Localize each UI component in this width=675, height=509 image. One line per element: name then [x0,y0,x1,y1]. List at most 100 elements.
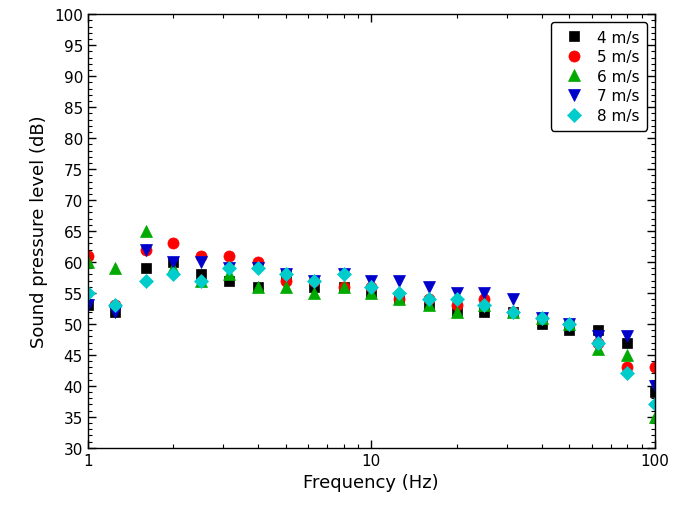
7 m/s [566,321,574,327]
6 m/s [310,290,319,296]
4 m/s [425,303,433,309]
6 m/s [566,321,574,327]
6 m/s [142,229,150,235]
4 m/s [254,284,263,290]
6 m/s [480,303,488,309]
6 m/s [254,284,263,290]
7 m/s [142,247,150,253]
7 m/s [425,284,433,290]
6 m/s [169,266,177,272]
8 m/s [425,297,433,303]
5 m/s [566,321,574,327]
6 m/s [538,315,546,321]
6 m/s [395,297,403,303]
6 m/s [340,284,348,290]
5 m/s [282,278,290,284]
4 m/s [340,284,348,290]
Line: 5 m/s: 5 m/s [82,238,660,373]
8 m/s [196,278,205,284]
4 m/s [225,278,233,284]
Legend: 4 m/s, 5 m/s, 6 m/s, 7 m/s, 8 m/s: 4 m/s, 5 m/s, 6 m/s, 7 m/s, 8 m/s [551,23,647,131]
6 m/s [452,309,460,315]
6 m/s [623,352,631,358]
5 m/s [594,340,602,346]
5 m/s [169,241,177,247]
4 m/s [452,309,460,315]
7 m/s [254,266,263,272]
6 m/s [651,414,659,420]
5 m/s [395,297,403,303]
5 m/s [452,303,460,309]
7 m/s [111,309,119,315]
6 m/s [111,266,119,272]
4 m/s [651,389,659,395]
5 m/s [310,278,319,284]
7 m/s [310,278,319,284]
5 m/s [340,284,348,290]
4 m/s [480,309,488,315]
8 m/s [310,278,319,284]
4 m/s [142,266,150,272]
6 m/s [367,290,375,296]
4 m/s [395,297,403,303]
6 m/s [594,346,602,352]
8 m/s [566,321,574,327]
7 m/s [196,260,205,266]
8 m/s [395,290,403,296]
7 m/s [452,290,460,296]
4 m/s [508,309,516,315]
7 m/s [623,333,631,340]
4 m/s [84,303,92,309]
4 m/s [169,260,177,266]
7 m/s [538,315,546,321]
5 m/s [84,253,92,260]
4 m/s [310,284,319,290]
7 m/s [367,278,375,284]
5 m/s [623,364,631,371]
7 m/s [340,272,348,278]
Line: 6 m/s: 6 m/s [82,226,660,422]
5 m/s [538,315,546,321]
8 m/s [84,290,92,296]
5 m/s [425,297,433,303]
8 m/s [340,272,348,278]
4 m/s [566,327,574,333]
Y-axis label: Sound pressure level (dB): Sound pressure level (dB) [30,116,49,348]
5 m/s [254,260,263,266]
8 m/s [594,340,602,346]
7 m/s [282,272,290,278]
8 m/s [480,303,488,309]
Line: 4 m/s: 4 m/s [83,258,659,397]
6 m/s [425,303,433,309]
Line: 8 m/s: 8 m/s [83,264,659,410]
8 m/s [254,266,263,272]
8 m/s [452,297,460,303]
5 m/s [142,247,150,253]
5 m/s [111,303,119,309]
6 m/s [508,309,516,315]
5 m/s [196,253,205,260]
7 m/s [84,303,92,309]
5 m/s [367,284,375,290]
Line: 7 m/s: 7 m/s [82,245,660,391]
5 m/s [225,253,233,260]
6 m/s [84,260,92,266]
5 m/s [651,364,659,371]
4 m/s [623,340,631,346]
8 m/s [623,371,631,377]
4 m/s [282,272,290,278]
8 m/s [225,266,233,272]
8 m/s [169,272,177,278]
8 m/s [367,284,375,290]
7 m/s [508,297,516,303]
4 m/s [538,321,546,327]
7 m/s [651,383,659,389]
8 m/s [508,309,516,315]
7 m/s [594,333,602,340]
8 m/s [538,315,546,321]
4 m/s [367,290,375,296]
7 m/s [395,278,403,284]
6 m/s [196,278,205,284]
6 m/s [225,272,233,278]
4 m/s [111,309,119,315]
